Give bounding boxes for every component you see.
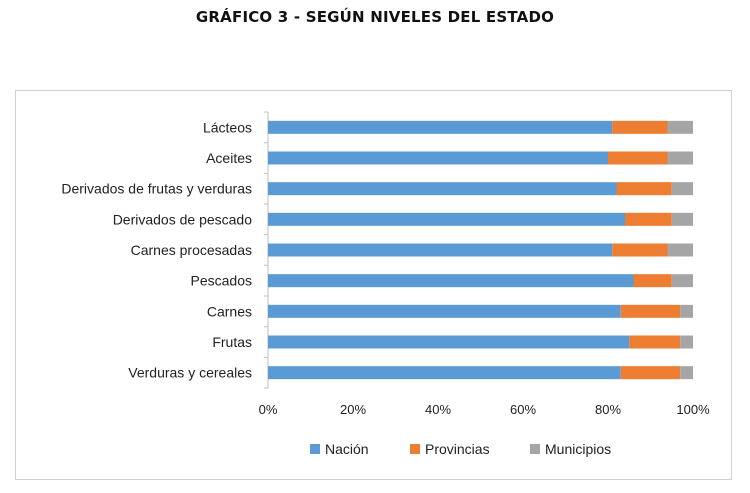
legend-swatch (410, 444, 420, 454)
x-tick-label: 60% (510, 402, 536, 417)
x-tick-label: 100% (676, 402, 710, 417)
category-label: Derivados de pescado (113, 211, 253, 227)
category-label: Carnes procesadas (131, 242, 252, 258)
bar-nacion-1 (268, 151, 608, 165)
legend-swatch (310, 444, 320, 454)
bar-municipios-2 (671, 182, 693, 196)
bar-nacion-8 (268, 366, 621, 380)
x-tick-label: 80% (595, 402, 621, 417)
category-label: Carnes (207, 303, 252, 319)
bar-municipios-7 (680, 335, 693, 349)
bar-municipios-6 (680, 304, 693, 318)
bar-provincias-1 (608, 151, 668, 165)
bar-nacion-5 (268, 274, 634, 288)
category-label: Aceites (206, 150, 252, 166)
category-label: Derivados de frutas y verduras (61, 181, 252, 197)
bar-nacion-4 (268, 243, 613, 257)
bar-municipios-1 (667, 151, 693, 165)
category-label: Lácteos (203, 119, 252, 135)
chart-title: GRÁFICO 3 - SEGÚN NIVELES DEL ESTADO (195, 8, 555, 26)
bar-provincias-5 (633, 274, 672, 288)
bar-provincias-3 (625, 212, 672, 226)
x-tick-label: 0% (259, 402, 278, 417)
bar-provincias-8 (620, 366, 681, 380)
legend-label: Nación (325, 441, 369, 457)
category-label: Frutas (212, 334, 252, 350)
bar-municipios-4 (667, 243, 693, 257)
bar-municipios-5 (671, 274, 693, 288)
legend-swatch (530, 444, 540, 454)
bar-municipios-0 (667, 120, 693, 134)
x-tick-label: 20% (340, 402, 366, 417)
bar-provincias-0 (612, 120, 668, 134)
bar-provincias-6 (620, 304, 681, 318)
x-tick-label: 40% (425, 402, 451, 417)
legend-label: Provincias (425, 441, 490, 457)
bar-provincias-7 (629, 335, 681, 349)
bar-provincias-4 (612, 243, 668, 257)
bar-nacion-7 (268, 335, 630, 349)
bar-provincias-2 (616, 182, 672, 196)
bar-nacion-2 (268, 182, 617, 196)
bar-nacion-3 (268, 212, 625, 226)
bar-nacion-0 (268, 120, 613, 134)
bar-municipios-3 (671, 212, 693, 226)
category-label: Pescados (191, 273, 252, 289)
bar-municipios-8 (680, 366, 693, 380)
legend-label: Municipios (545, 441, 611, 457)
category-label: Verduras y cereales (128, 365, 252, 381)
bar-nacion-6 (268, 304, 621, 318)
